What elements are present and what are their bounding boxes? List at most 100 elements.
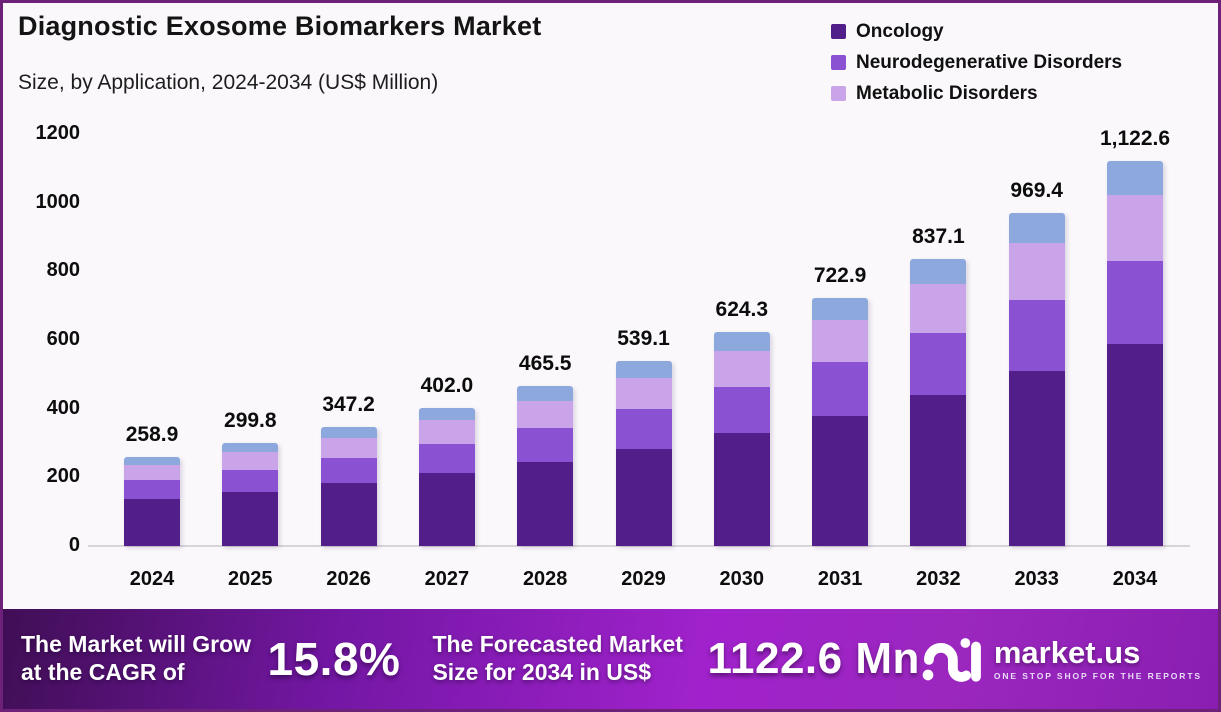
bar-column-2024 — [124, 457, 180, 546]
y-axis-tick-label: 1000 — [35, 190, 81, 213]
bar-total-label: 402.0 — [420, 373, 474, 397]
bar-segment-Neurodegenerative Disorders — [320, 457, 377, 484]
bar-segment-Oncology — [1107, 343, 1163, 546]
bar-column-2030 — [713, 331, 770, 546]
bar-segment-Oncology — [615, 448, 672, 546]
bar-segment-Oncology — [418, 473, 475, 546]
bar-column-2029 — [615, 360, 672, 546]
market-us-brand: market.us ONE STOP SHOP FOR THE REPORTS — [920, 631, 1202, 687]
footer-banner: The Market will Grow at the CAGR of 15.8… — [3, 609, 1218, 709]
y-axis-tick-label: 800 — [46, 259, 80, 282]
market-us-logo-icon — [922, 638, 981, 682]
bar-segment-Metabolic Disorders — [1008, 243, 1065, 300]
bar-segment-top — [124, 457, 180, 466]
bar-total-label: 258.9 — [125, 423, 179, 447]
bar-segment-Metabolic Disorders — [222, 452, 279, 470]
bar-segment-Oncology — [1008, 371, 1065, 546]
x-axis-label: 2024 — [129, 568, 175, 590]
x-axis-label: 2034 — [1112, 568, 1158, 590]
bar-segment-top — [418, 407, 475, 421]
bar-total-label: 722.9 — [813, 263, 867, 287]
legend-swatch-icon — [831, 24, 846, 39]
bar-segment-Oncology — [320, 483, 377, 546]
bar-segment-Metabolic Disorders — [910, 284, 967, 334]
y-axis-tick-label: 600 — [46, 328, 80, 350]
cagr-value: 15.8% — [267, 633, 401, 685]
y-axis-tick-label: 400 — [46, 396, 80, 419]
forecast-value: 1122.6 Mn — [707, 634, 920, 683]
x-axis-label: 2030 — [719, 568, 765, 590]
bar-total-label: 299.8 — [224, 409, 277, 433]
bar-segment-Metabolic Disorders — [418, 420, 475, 444]
legend-item: Oncology — [831, 16, 1122, 47]
brand-name: market.us — [993, 635, 1141, 670]
bar-segment-top — [812, 297, 869, 321]
bar-column-2033 — [1008, 213, 1065, 546]
x-axis-label: 2027 — [424, 568, 470, 590]
bar-segment-Metabolic Disorders — [320, 437, 377, 458]
legend-item: Neurodegenerative Disorders — [831, 47, 1122, 78]
forecast-label: The Forecasted Market Size for 2034 in U… — [432, 631, 683, 685]
bar-segment-top — [1107, 160, 1163, 196]
bar-segment-Metabolic Disorders — [1107, 195, 1163, 261]
bar-total-label: 465.5 — [518, 352, 572, 376]
bar-segment-top — [1008, 213, 1065, 244]
bar-column-2025 — [222, 443, 279, 546]
x-axis-label: 2033 — [1014, 568, 1059, 590]
bar-segment-Neurodegenerative Disorders — [124, 480, 180, 500]
legend-label: Metabolic Disorders — [856, 82, 1038, 104]
bar-segment-Oncology — [910, 395, 967, 546]
bar-segment-Neurodegenerative Disorders — [222, 469, 279, 492]
y-axis-tick-label: 0 — [68, 534, 80, 556]
bar-segment-Neurodegenerative Disorders — [713, 387, 770, 434]
bar-segment-Metabolic Disorders — [124, 465, 180, 481]
legend-swatch-icon — [831, 86, 846, 101]
bar-total-label: 539.1 — [617, 326, 670, 350]
bar-column-2028 — [517, 386, 574, 546]
legend-label: Neurodegenerative Disorders — [856, 51, 1123, 73]
bar-segment-top — [713, 331, 770, 351]
x-axis-label: 2031 — [817, 568, 863, 590]
bar-segment-Neurodegenerative Disorders — [517, 427, 574, 463]
bar-segment-top — [222, 443, 279, 453]
cagr-label: The Market will Grow at the CAGR of — [21, 631, 252, 685]
bar-segment-Neurodegenerative Disorders — [1107, 260, 1163, 344]
legend-label: Oncology — [856, 20, 944, 42]
bar-segment-top — [320, 426, 377, 438]
bar-segment-Oncology — [713, 433, 770, 546]
x-axis-label: 2028 — [522, 568, 568, 590]
bar-total-label: 1,122.6 — [1099, 126, 1171, 150]
bar-total-label: 837.1 — [912, 224, 965, 248]
bar-segment-Neurodegenerative Disorders — [910, 333, 967, 396]
bar-segment-Oncology — [517, 462, 574, 546]
bar-total-label: 624.3 — [715, 297, 769, 321]
bar-total-label: 969.4 — [1010, 179, 1063, 203]
bar-column-2034 — [1107, 160, 1163, 546]
bar-segment-Neurodegenerative Disorders — [418, 443, 475, 474]
bar-column-2031 — [812, 297, 869, 546]
bar-total-label: 347.2 — [322, 392, 375, 416]
y-axis-tick-label: 200 — [46, 465, 80, 488]
chart-subtitle: Size, by Application, 2024-2034 (US$ Mil… — [18, 71, 439, 94]
y-axis-tick-label: 1200 — [35, 122, 81, 144]
x-axis-label: 2029 — [621, 568, 666, 590]
bar-segment-Neurodegenerative Disorders — [1008, 299, 1065, 372]
bar-segment-Metabolic Disorders — [812, 320, 869, 363]
bar-segment-Oncology — [222, 491, 279, 546]
bar-segment-top — [615, 360, 672, 378]
chart-title: Diagnostic Exosome Biomarkers Market — [18, 11, 542, 41]
brand-text-block: market.us ONE STOP SHOP FOR THE REPORTS — [994, 637, 1202, 681]
bar-segment-Metabolic Disorders — [615, 377, 672, 410]
bar-segment-Neurodegenerative Disorders — [812, 362, 869, 416]
x-axis-label: 2032 — [916, 568, 961, 590]
bar-segment-Neurodegenerative Disorders — [615, 409, 672, 449]
bar-segment-top — [517, 386, 574, 401]
bar-segment-Metabolic Disorders — [713, 350, 770, 388]
bar-segment-Metabolic Disorders — [517, 400, 574, 428]
bar-column-2032 — [910, 258, 967, 546]
stacked-bar-chart: 0 200 400 600 800 1000 1200 258.9 2024 299.8 2025 3… — [3, 3, 1218, 709]
legend-swatch-icon — [831, 55, 846, 70]
brand-tagline: ONE STOP SHOP FOR THE REPORTS — [993, 671, 1202, 681]
bar-column-2027 — [418, 407, 475, 546]
